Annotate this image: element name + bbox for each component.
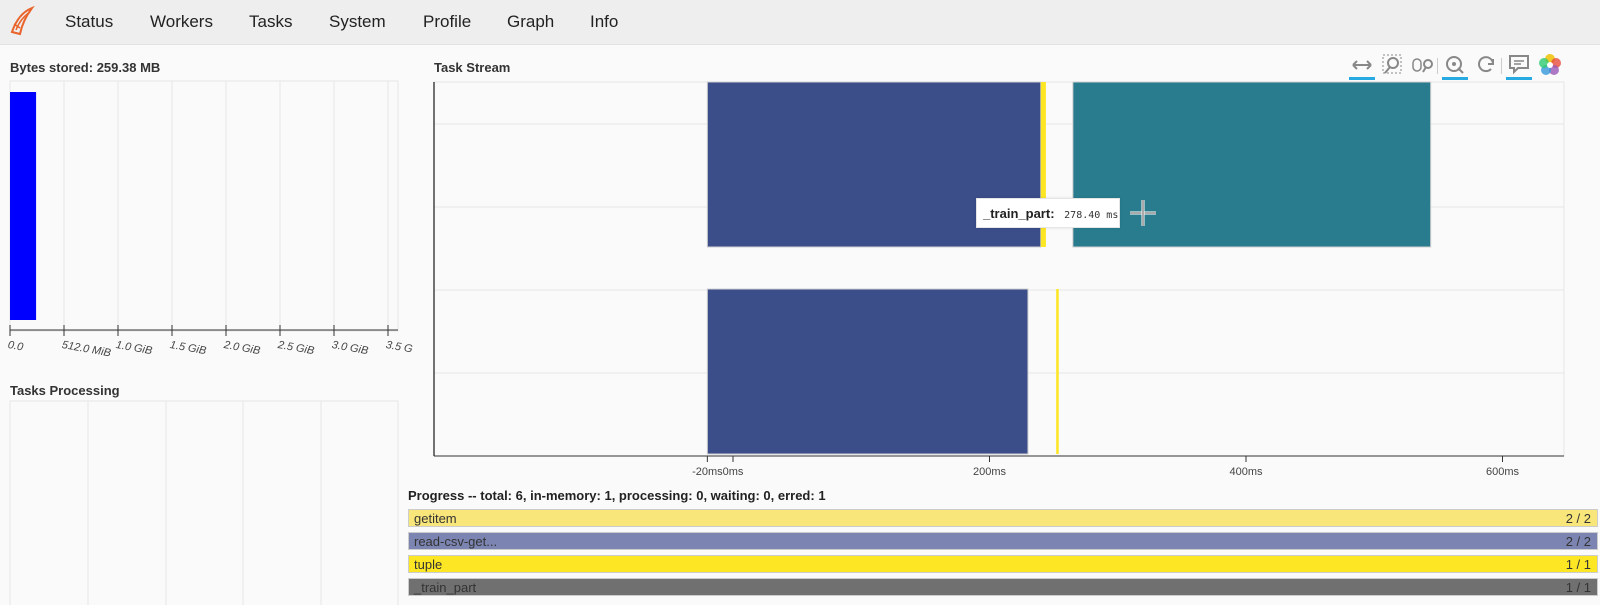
bytes-stored-title: Bytes stored: 259.38 MB [10,60,161,75]
tooltip-task-name: _train_part: [983,206,1055,221]
stream-ticks [706,456,1503,462]
progress-title: Progress -- total: 6, in-memory: 1, proc… [408,488,826,503]
task-tooltip: _train_part: 278.40 ms [976,198,1120,228]
progress-bar-label: read-csv-get... [414,534,498,549]
task-stream-title: Task Stream [434,60,511,75]
progress-bar-count: 1 / 1 [1565,557,1591,572]
bytes-tick-label: 0.0 [6,339,25,354]
reset-zoom-icon[interactable] [1442,52,1468,80]
bytes-bar [10,92,37,320]
progress-bar-count: 1 / 1 [1565,580,1591,595]
stream-tick-label: 400ms [1229,466,1263,478]
nav-info[interactable]: Info [590,12,619,31]
progress-bar-getitem[interactable]: getitem 2 / 2 [408,509,1598,527]
nav-system[interactable]: System [329,12,386,31]
refresh-icon[interactable] [1473,52,1499,80]
progress-bar-tuple[interactable]: tuple 1 / 1 [408,555,1598,573]
task-bar [1056,289,1059,454]
dask-logo-icon[interactable] [8,6,36,36]
progress-bar-train-part[interactable]: _train_part 1 / 1 [408,578,1598,596]
bytes-plot-area [9,80,399,332]
task-bars [706,81,1432,455]
pan-icon[interactable] [1349,52,1375,80]
stream-tick-label: 600ms [1485,466,1520,478]
tasks-processing-plot-area [9,400,399,605]
stream-tick-label: 200ms [972,466,1007,478]
nav-profile[interactable]: Profile [423,12,472,31]
progress-bar-count: 2 / 2 [1565,534,1591,549]
bytes-grid [63,81,389,330]
bytes-ticks [9,325,389,336]
bokeh-logo-icon[interactable] [1537,52,1563,80]
nav-status[interactable]: Status [65,12,114,31]
progress-bar-label: tuple [414,557,443,572]
crosshair-cursor-icon [1130,200,1156,226]
task-bar [1072,81,1432,248]
task-bar [706,288,1029,455]
box-zoom-icon[interactable] [1380,52,1406,80]
tasks-processing-title: Tasks Processing [10,383,120,398]
stream-tick-label: 0ms [722,466,744,478]
top-navbar: Status Workers Tasks System Profile Grap… [0,0,1600,45]
wheel-zoom-icon[interactable] [1410,52,1436,80]
progress-bar-label: getitem [414,511,457,526]
nav-tasks[interactable]: Tasks [249,12,293,31]
hover-icon[interactable] [1506,52,1532,80]
toolbar-separator [1501,58,1502,74]
tooltip-duration: 278.40 ms [1064,210,1119,221]
nav-workers[interactable]: Workers [150,12,213,31]
task-stream-chart[interactable] [430,80,1570,480]
progress-bar-label: _train_part [414,580,477,595]
tasks-processing-chart[interactable] [0,400,405,605]
stream-tick-label: -20ms [692,466,723,478]
task-stream-toolbar [1344,52,1594,82]
nav-graph[interactable]: Graph [507,12,555,31]
bytes-bars [10,92,37,320]
progress-bar-read-csv[interactable]: read-csv-get... 2 / 2 [408,532,1598,550]
progress-bar-count: 2 / 2 [1565,511,1591,526]
task-bar [1040,82,1046,247]
toolbar-separator [1437,58,1438,74]
bytes-stored-chart[interactable] [0,80,405,360]
